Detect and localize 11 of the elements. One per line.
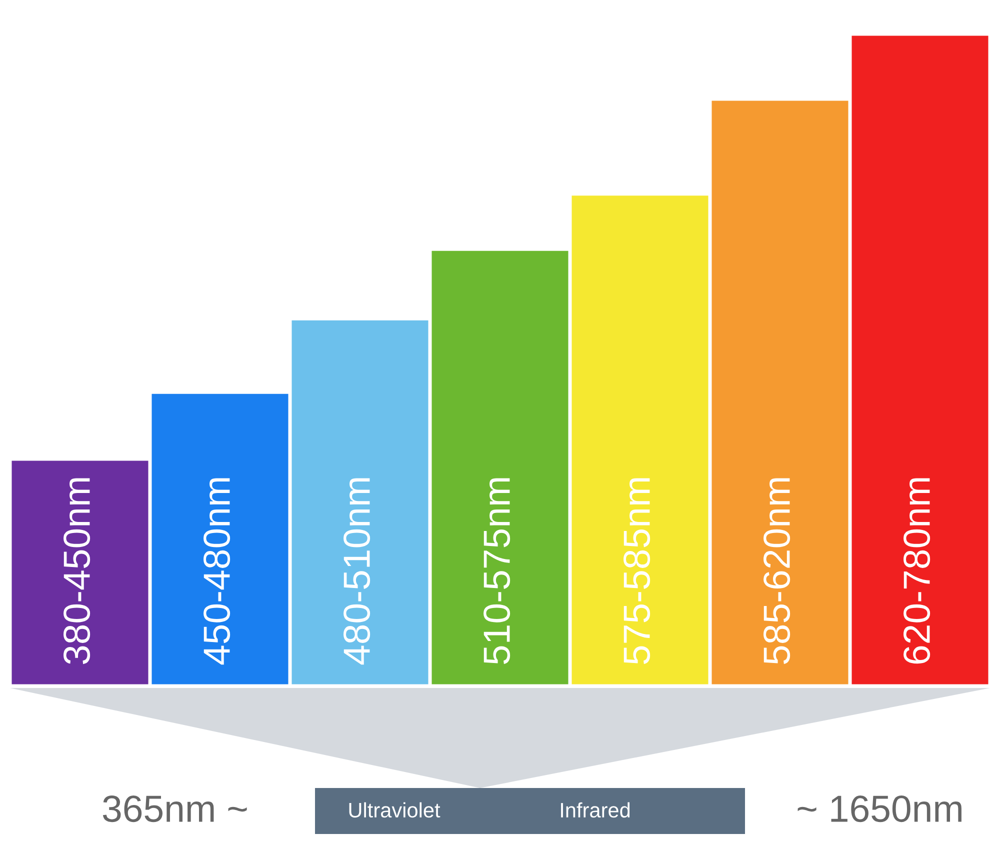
text: ~ 1650nm bbox=[798, 796, 962, 822]
x-tick-label: 575-585nm bbox=[624, 478, 650, 664]
x-tick-label: 380-450nm bbox=[64, 478, 90, 664]
x-tick-label: 480-510nm bbox=[344, 478, 370, 665]
text: Infrared bbox=[561, 802, 630, 818]
x-tick-label: 585-620nm bbox=[764, 478, 790, 664]
text: 365nm ~ bbox=[102, 796, 247, 822]
text: Ultraviolet bbox=[349, 802, 440, 818]
x-tick-label: 620-780nm bbox=[904, 478, 930, 664]
x-tick-label: 450-480nm bbox=[204, 478, 230, 665]
x-tick-label: 510-575nm bbox=[484, 478, 510, 664]
